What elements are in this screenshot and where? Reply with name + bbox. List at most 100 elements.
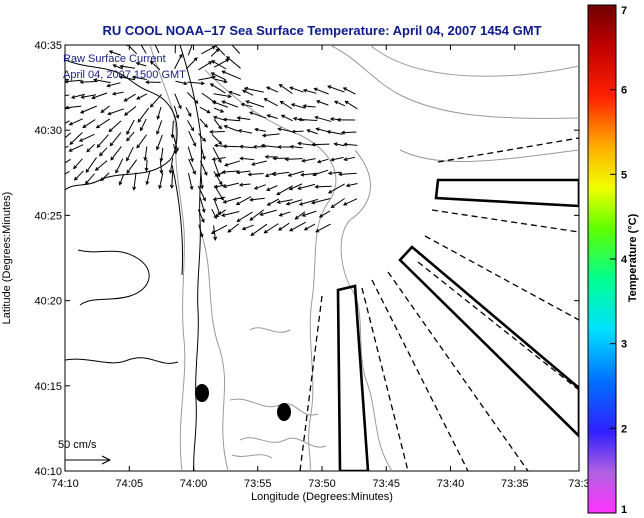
current-annotation-line1: Raw Surface Current (63, 53, 166, 65)
current-vector-head (204, 123, 208, 128)
current-vector (315, 223, 331, 233)
current-vector-head (277, 144, 282, 149)
current-vector-head (300, 172, 305, 177)
contour-outer (369, 45, 579, 77)
current-vector-head (222, 184, 227, 189)
current-vector-head (297, 186, 302, 191)
current-vector-head (221, 170, 226, 175)
current-vector-head (96, 143, 101, 148)
current-vector-head (214, 213, 219, 218)
current-vector (187, 146, 194, 162)
current-vector (302, 210, 317, 217)
current-vector-head (253, 185, 259, 190)
current-vector (242, 89, 254, 96)
current-vector (71, 93, 85, 99)
current-vector-head (263, 229, 268, 234)
current-vector (159, 160, 163, 174)
current-vector (343, 198, 358, 206)
current-vector (267, 114, 278, 119)
current-vector (303, 105, 316, 108)
current-vector (339, 172, 357, 175)
current-vector-head (340, 130, 346, 135)
current-vector-head (327, 171, 332, 176)
current-vector-head (55, 177, 58, 180)
current-vector-head (213, 236, 218, 241)
current-vector-head (313, 87, 318, 92)
current-vector (213, 107, 224, 113)
current-vector-head (259, 212, 264, 216)
current-vector-head (302, 88, 308, 93)
x-tick-label: 73:55 (244, 478, 272, 490)
box-north (434, 178, 579, 208)
current-vector-head (241, 226, 246, 231)
current-vector-head (238, 182, 244, 187)
transect-lines (299, 137, 579, 471)
current-vector (185, 57, 198, 70)
scale-label: 50 cm/s (58, 439, 97, 451)
current-vector-head (65, 105, 69, 110)
transect-4 (417, 261, 579, 391)
y-tick-label: 40:10 (34, 466, 62, 478)
current-vector-head (236, 116, 241, 121)
current-vector (264, 98, 278, 107)
current-vector-head (315, 127, 320, 132)
current-vector (146, 170, 151, 185)
current-vector-head (211, 75, 217, 80)
current-vector-head (119, 64, 124, 69)
current-vector (303, 89, 317, 94)
current-vector (307, 129, 318, 135)
current-vector-head (213, 143, 219, 148)
current-vector-head (217, 211, 221, 216)
current-vector (249, 209, 264, 221)
box-south (336, 284, 370, 471)
current-vector (188, 158, 196, 175)
transect-2 (431, 209, 579, 233)
transect-6 (371, 279, 469, 471)
current-vector (160, 147, 164, 162)
current-vector-head (342, 87, 347, 91)
current-vector (236, 211, 253, 222)
current-vector (198, 133, 206, 142)
x-tick-label: 73:3 (568, 478, 589, 490)
current-vector-head (200, 185, 204, 190)
current-vector-head (199, 233, 204, 238)
colorbar-tick-label: 3 (621, 339, 627, 351)
current-vector (221, 211, 240, 217)
coast-inlet (77, 249, 150, 306)
current-vector-head (343, 142, 348, 147)
current-vector-head (214, 173, 219, 177)
current-vector (316, 100, 329, 106)
current-vector (240, 157, 254, 161)
current-vector (120, 65, 136, 69)
current-vector-head (249, 216, 254, 221)
current-vector-head (111, 91, 117, 96)
current-vector (277, 199, 293, 204)
current-vector-head (311, 142, 316, 147)
current-vector (140, 45, 147, 54)
current-vector (174, 54, 183, 70)
current-vector (210, 130, 225, 133)
current-vector-head (159, 170, 164, 175)
current-vector-head (95, 124, 100, 129)
current-vector (213, 160, 221, 177)
current-vector (173, 105, 179, 119)
current-vector (262, 133, 280, 137)
current-vector (242, 224, 254, 230)
current-vector (171, 120, 174, 138)
current-vector-head (212, 100, 217, 105)
current-vector-head (264, 173, 270, 178)
x-tick-label: 73:45 (372, 478, 400, 490)
current-vector-head (278, 83, 283, 88)
current-vector-head (252, 144, 257, 149)
current-vector (250, 223, 268, 236)
current-vector-head (85, 168, 90, 173)
current-vector (197, 185, 206, 201)
current-vector-head (144, 167, 149, 172)
current-vector (85, 157, 97, 173)
current-vector-head (190, 158, 194, 163)
current-vector-head (118, 181, 123, 186)
contour-wiggle-3 (249, 327, 291, 333)
current-vector (213, 225, 216, 240)
current-vector (137, 107, 150, 123)
current-vector (260, 209, 277, 216)
